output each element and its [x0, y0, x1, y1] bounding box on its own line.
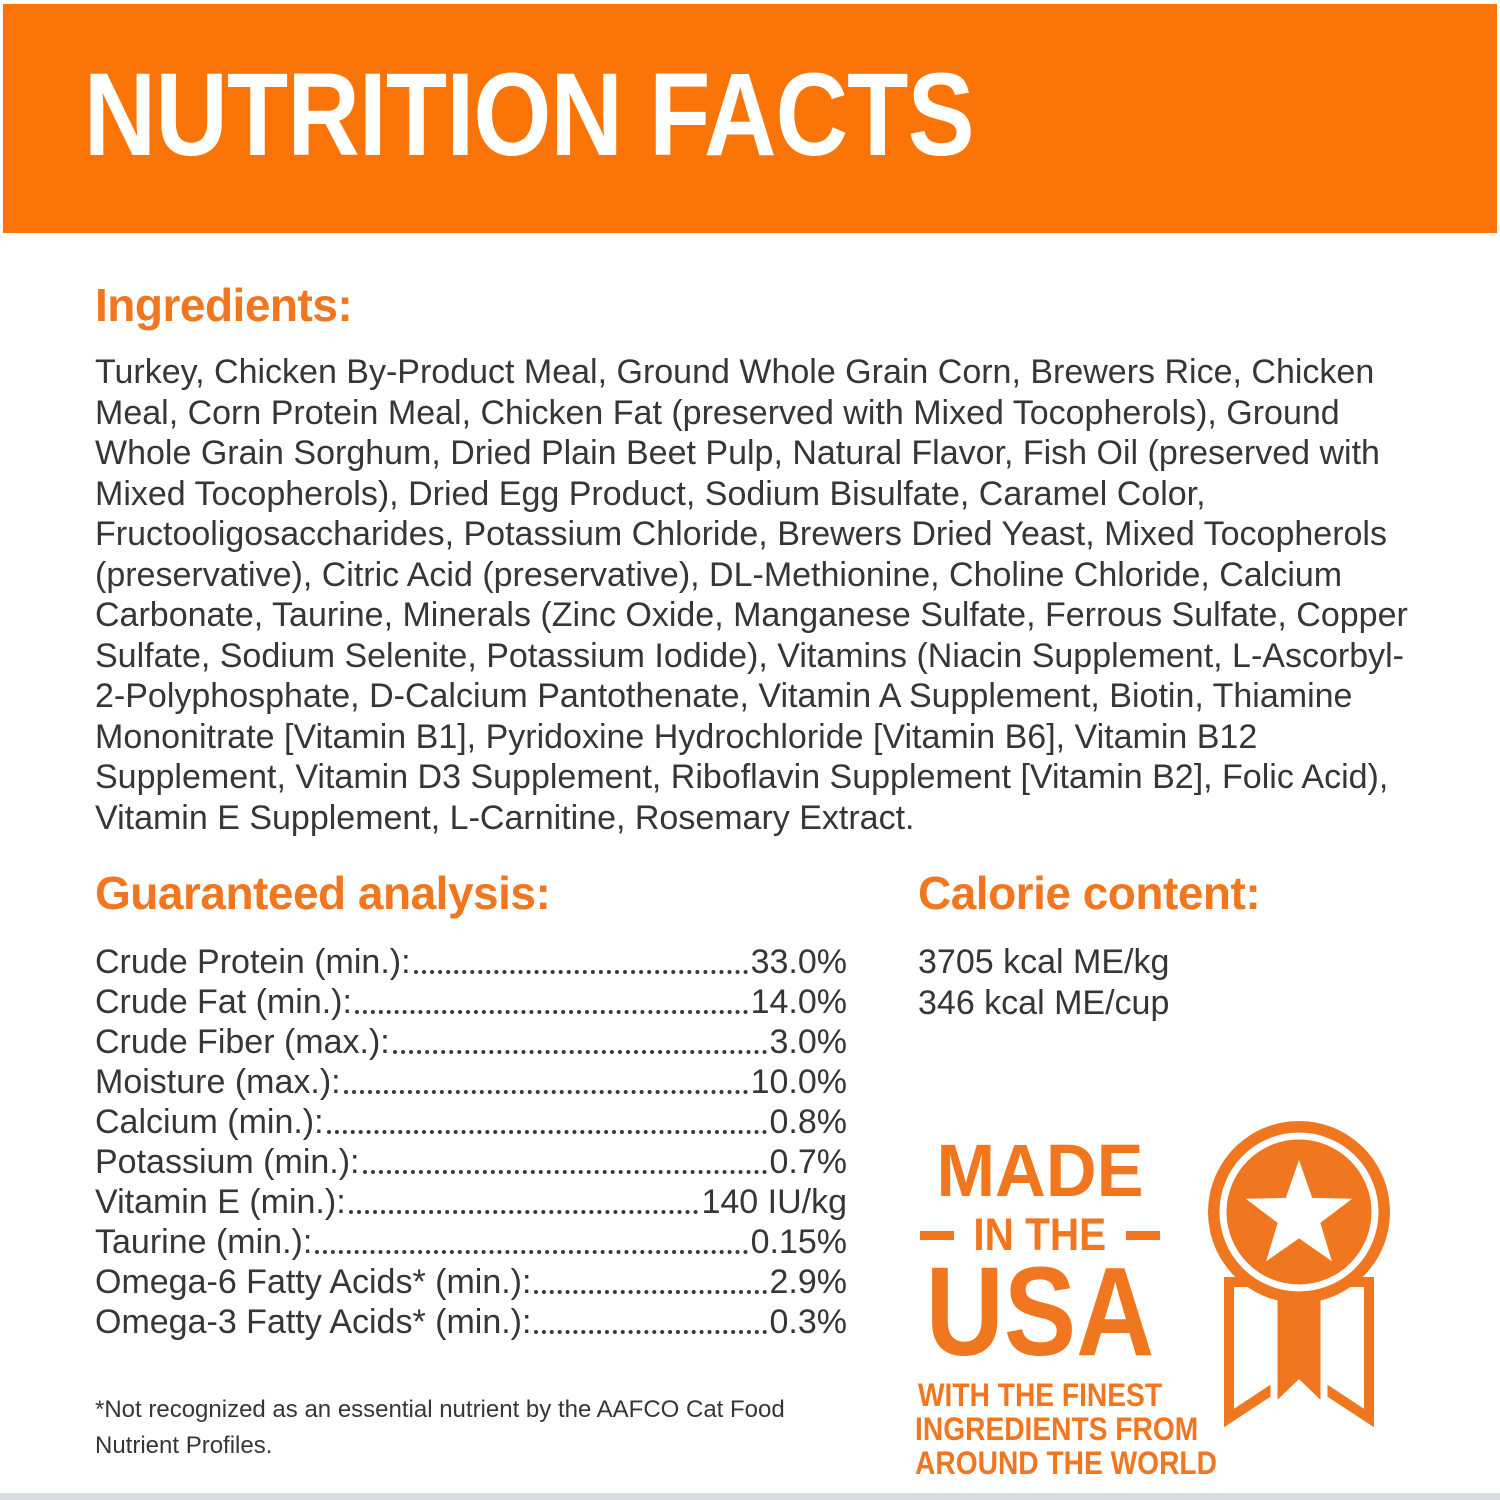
- calorie-content-values: 3705 kcal ME/kg 346 kcal ME/cup: [918, 942, 1169, 1024]
- ingredients-text: Turkey, Chicken By-Product Meal, Ground …: [95, 353, 1408, 837]
- analysis-label: Crude Fiber (max.):: [95, 1023, 390, 1061]
- dot-leader: [392, 1050, 767, 1054]
- medal-ribbon-star-icon: [1208, 1121, 1390, 1428]
- bottom-edge-strip: [0, 1493, 1500, 1500]
- analysis-row: Potassium (min.): 0.7%: [95, 1142, 847, 1182]
- analysis-value: 0.15%: [750, 1223, 847, 1261]
- analysis-value: 2.9%: [769, 1263, 848, 1301]
- calorie-content-heading: Calorie content:: [918, 867, 1261, 919]
- ingredients-heading: Ingredients:: [95, 279, 353, 331]
- calorie-kg-line: 3705 kcal ME/kg: [918, 943, 1170, 981]
- page-title: NUTRITION FACTS: [83, 49, 975, 181]
- analysis-label: Omega-3 Fatty Acids* (min.):: [95, 1303, 532, 1341]
- analysis-row: Vitamin E (min.): 140 IU/kg: [95, 1182, 847, 1222]
- header-banner: NUTRITION FACTS: [3, 4, 1497, 233]
- analysis-value: 0.8%: [769, 1103, 848, 1141]
- analysis-row: Calcium (min.): 0.8%: [95, 1102, 847, 1142]
- dot-leader: [348, 1210, 699, 1214]
- analysis-label: Calcium (min.):: [95, 1103, 324, 1141]
- dot-leader: [326, 1130, 767, 1134]
- dash-left: [920, 1230, 955, 1240]
- analysis-row: Crude Fat (min.): 14.0%: [95, 982, 847, 1022]
- usa-tagline-3: AROUND THE WORLD: [915, 1445, 1217, 1481]
- analysis-label: Crude Protein (min.):: [95, 943, 411, 981]
- analysis-row: Moisture (max.): 10.0%: [95, 1062, 847, 1102]
- analysis-value: 140 IU/kg: [701, 1183, 847, 1221]
- analysis-value: 0.7%: [769, 1143, 848, 1181]
- analysis-label: Crude Fat (min.):: [95, 983, 352, 1021]
- usa-in-the-line: IN THE: [898, 1212, 1182, 1258]
- analysis-value: 0.3%: [769, 1303, 848, 1341]
- analysis-label: Moisture (max.):: [95, 1063, 341, 1101]
- dot-leader: [343, 1090, 748, 1094]
- analysis-value: 33.0%: [750, 943, 847, 981]
- analysis-value: 14.0%: [750, 983, 847, 1021]
- usa-line: USA: [925, 1241, 1155, 1382]
- analysis-value: 10.0%: [750, 1063, 847, 1101]
- dot-leader: [354, 1010, 748, 1014]
- dot-leader: [413, 970, 748, 974]
- usa-made-line: MADE: [936, 1129, 1144, 1212]
- analysis-row: Omega-6 Fatty Acids* (min.): 2.9%: [95, 1262, 847, 1302]
- guaranteed-analysis-heading: Guaranteed analysis:: [95, 867, 551, 919]
- aafco-footnote: *Not recognized as an essential nutrient…: [95, 1396, 785, 1459]
- dot-leader: [362, 1170, 767, 1174]
- analysis-label: Vitamin E (min.):: [95, 1183, 346, 1221]
- analysis-row: Crude Protein (min.): 33.0%: [95, 942, 847, 982]
- made-in-usa-badge: MADE IN THE USA WITH THE FINEST INGREDIE…: [898, 1129, 1217, 1481]
- analysis-row: Omega-3 Fatty Acids* (min.): 0.3%: [95, 1302, 847, 1342]
- calorie-cup-line: 346 kcal ME/cup: [918, 984, 1170, 1022]
- usa-tagline-2: INGREDIENTS FROM: [915, 1411, 1199, 1447]
- analysis-row: Taurine (min.): 0.15%: [95, 1222, 847, 1262]
- dot-leader: [315, 1250, 748, 1254]
- analysis-label: Potassium (min.):: [95, 1143, 360, 1181]
- usa-tagline-1: WITH THE FINEST: [917, 1377, 1163, 1413]
- analysis-value: 3.0%: [769, 1023, 848, 1061]
- analysis-label: Omega-6 Fatty Acids* (min.):: [95, 1263, 532, 1301]
- guaranteed-analysis-list: Crude Protein (min.): 33.0% Crude Fat (m…: [95, 942, 847, 1342]
- analysis-row: Crude Fiber (max.): 3.0%: [95, 1022, 847, 1062]
- dot-leader: [534, 1290, 767, 1294]
- dash-right: [1125, 1230, 1160, 1240]
- analysis-label: Taurine (min.):: [95, 1223, 313, 1261]
- dot-leader: [534, 1330, 767, 1334]
